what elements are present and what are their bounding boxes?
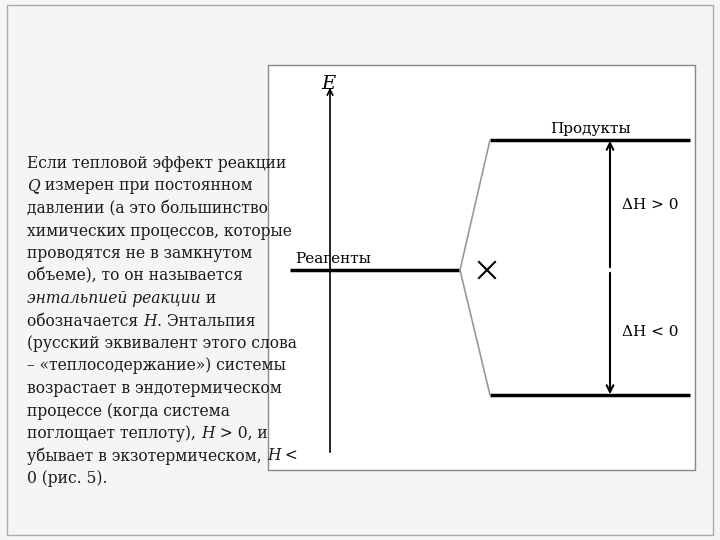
Text: H: H: [267, 448, 280, 464]
Text: и: и: [201, 290, 216, 307]
Text: убывает в экзотермическом,: убывает в экзотермическом,: [27, 448, 267, 465]
Text: H: H: [201, 425, 215, 442]
Text: Реагенты: Реагенты: [295, 252, 371, 266]
Bar: [268, 65, 695, 470]
Text: возрастает в эндотермическом: возрастает в эндотермическом: [27, 380, 282, 397]
Text: Q: Q: [27, 178, 40, 194]
Text: > 0, и: > 0, и: [215, 425, 267, 442]
Text: E: E: [321, 75, 335, 93]
Text: энтальпией реакции: энтальпией реакции: [27, 290, 201, 307]
Text: измерен при постоянном: измерен при постоянном: [40, 178, 253, 194]
Text: – «теплосодержание») системы: – «теплосодержание») системы: [27, 357, 287, 375]
Text: Продукты: Продукты: [549, 122, 630, 136]
Text: проводятся не в замкнутом: проводятся не в замкнутом: [27, 245, 253, 262]
Text: (русский эквивалент этого слова: (русский эквивалент этого слова: [27, 335, 297, 352]
Text: давлении (а это большинство: давлении (а это большинство: [27, 200, 269, 217]
Text: процессе (когда система: процессе (когда система: [27, 402, 230, 420]
Text: химических процессов, которые: химических процессов, которые: [27, 222, 292, 240]
Text: ΔH < 0: ΔH < 0: [622, 326, 678, 340]
Text: Если тепловой эффект реакции: Если тепловой эффект реакции: [27, 155, 287, 172]
Text: H: H: [143, 313, 157, 329]
Text: <: <: [280, 448, 298, 464]
Text: поглощает теплоту),: поглощает теплоту),: [27, 425, 201, 442]
Text: 0 (рис. 5).: 0 (рис. 5).: [27, 470, 108, 487]
Text: обозначается: обозначается: [27, 313, 143, 329]
Text: объеме), то он называется: объеме), то он называется: [27, 267, 243, 285]
Text: . Энтальпия: . Энтальпия: [157, 313, 256, 329]
Text: ΔH > 0: ΔH > 0: [622, 198, 678, 212]
